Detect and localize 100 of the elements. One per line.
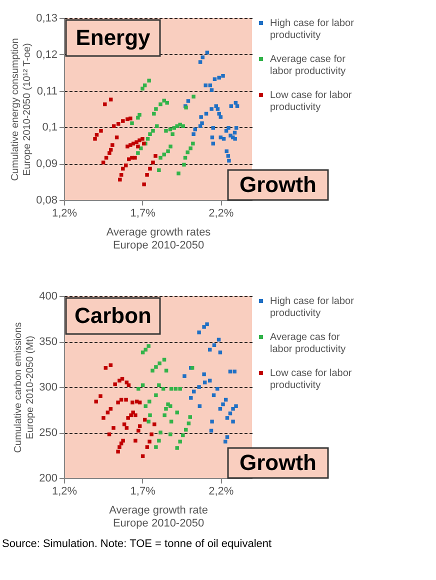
point [210, 420, 214, 424]
point [154, 445, 158, 449]
point [192, 94, 196, 98]
point [186, 422, 191, 426]
point [112, 426, 116, 430]
point [102, 416, 106, 420]
point [232, 370, 236, 374]
point [205, 50, 210, 54]
point [145, 445, 150, 449]
point [136, 386, 140, 391]
point [197, 330, 201, 334]
y-tick-label: 400 [39, 290, 58, 302]
point [226, 126, 230, 130]
point [189, 396, 193, 400]
point [211, 126, 216, 130]
point [108, 151, 112, 155]
point [148, 400, 152, 404]
point [146, 420, 150, 424]
point [175, 124, 179, 128]
point [202, 325, 206, 329]
point [170, 132, 174, 136]
point [112, 124, 116, 128]
point [216, 107, 220, 111]
point [217, 76, 221, 80]
point [118, 178, 122, 182]
annotation: Carbon [74, 303, 152, 328]
point [154, 154, 158, 158]
point [198, 404, 202, 408]
point [228, 412, 232, 416]
point [134, 413, 138, 418]
point [158, 361, 162, 366]
point [138, 400, 142, 404]
point [181, 433, 185, 438]
point [140, 86, 144, 90]
point [128, 143, 132, 147]
point [157, 383, 161, 388]
point [192, 390, 196, 394]
point [134, 438, 138, 443]
point [136, 428, 140, 433]
point [124, 426, 129, 430]
point [200, 121, 204, 126]
point [199, 115, 203, 119]
point [113, 382, 117, 386]
y-tick-label: 300 [39, 382, 58, 394]
point [202, 372, 206, 376]
point [223, 440, 228, 444]
point [182, 162, 186, 167]
annotation: Growth [240, 450, 316, 475]
legend-label: Low case for labor productivity [270, 90, 352, 113]
point [114, 136, 119, 140]
point [184, 428, 188, 432]
point [231, 406, 235, 411]
point [198, 60, 202, 64]
point [121, 119, 125, 123]
point [175, 446, 179, 450]
point [94, 400, 98, 404]
point [186, 99, 190, 103]
point [148, 132, 152, 136]
point [133, 156, 137, 160]
point [168, 128, 172, 132]
y-tick-label: 0,09 [36, 158, 58, 170]
point [154, 393, 158, 398]
point [227, 158, 231, 163]
point [169, 420, 174, 424]
point [130, 400, 134, 404]
point [147, 78, 151, 82]
point [108, 98, 113, 102]
x-tick-label: 2,2% [208, 486, 234, 498]
y-axis-title: Cumulative energy consumption Europe 2010-2050 (10¹² T-oe) [10, 38, 34, 181]
point [202, 380, 207, 384]
point [168, 144, 172, 148]
point [164, 128, 168, 133]
x-tick-label: 1,7% [130, 208, 156, 220]
point [234, 404, 238, 408]
point [110, 143, 114, 147]
point [210, 136, 214, 140]
point [182, 374, 186, 378]
point [151, 128, 155, 133]
x-axis-title: Average growth rates Europe 2010-2050 [106, 226, 212, 252]
y-tick-label: 200 [39, 472, 58, 484]
point [121, 166, 125, 171]
legend-label: High case for labor productivity [270, 18, 355, 41]
point [217, 112, 221, 116]
point [148, 166, 152, 171]
point [144, 404, 148, 408]
point [178, 440, 182, 444]
point [121, 438, 125, 443]
point [106, 410, 110, 414]
point [221, 74, 225, 78]
point [126, 144, 130, 148]
y-tick-label: 0,13 [36, 12, 58, 24]
point [218, 350, 222, 354]
point [150, 432, 154, 436]
annotation: Energy [76, 25, 152, 50]
point [145, 173, 149, 177]
point [165, 100, 169, 105]
point [193, 128, 197, 132]
point [197, 385, 201, 389]
point [124, 164, 128, 168]
x-tick-label: 1,7% [130, 486, 156, 498]
